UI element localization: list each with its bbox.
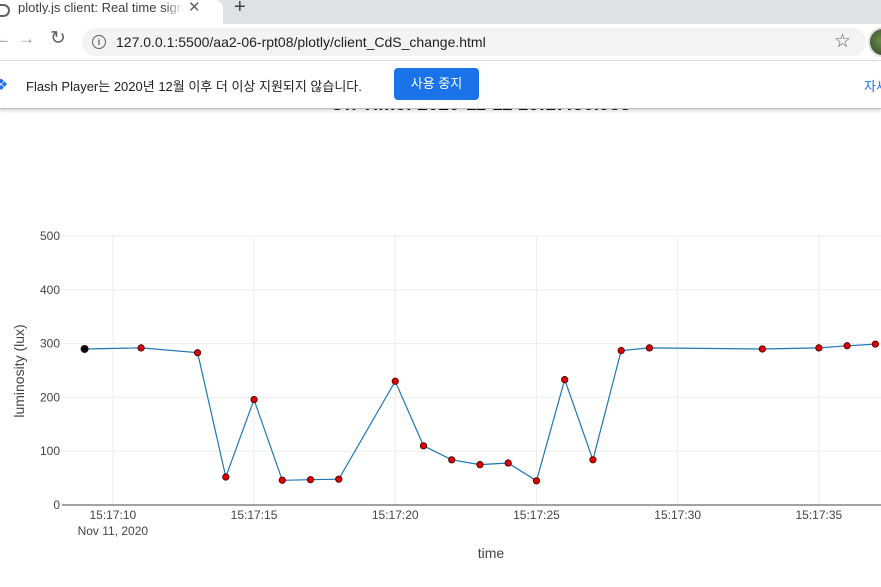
forward-arrow-icon[interactable]: → — [18, 29, 35, 48]
data-point — [80, 344, 89, 353]
x-tick-date-label: Nov 11, 2020 — [78, 524, 149, 538]
data-point — [419, 442, 428, 450]
y-tick-label: 500 — [40, 229, 60, 243]
address-bar[interactable]: i 127.0.0.1:5500/aa2-06-rpt08/plotly/cli… — [82, 28, 866, 56]
data-point — [589, 456, 597, 464]
info-icon[interactable]: i — [92, 35, 106, 49]
star-icon[interactable]: ☆ — [834, 31, 852, 52]
tab-title: plotly.js client: Real time signals — [18, 0, 183, 14]
y-tick-label: 400 — [40, 283, 60, 297]
series-line — [84, 343, 876, 482]
data-point — [448, 456, 456, 464]
data-point — [815, 344, 823, 352]
y-axis-title: luminosity (lux) — [11, 324, 27, 417]
data-point — [561, 376, 569, 384]
y-tick-label: 300 — [40, 337, 60, 351]
data-point — [645, 344, 654, 352]
y-tick-label: 0 — [53, 498, 60, 512]
x-axis-title: time — [478, 545, 505, 561]
flash-infobar: ❖ Flash Player는 2020년 12월 이후 더 이상 지원되지 않… — [0, 60, 881, 109]
data-point — [504, 459, 512, 467]
data-point — [193, 349, 202, 357]
x-tick-label: 15:17:35 — [796, 508, 843, 522]
y-tick-label: 200 — [40, 390, 60, 404]
puzzle-icon: ❖ — [0, 77, 9, 94]
data-point — [250, 395, 258, 404]
data-point — [335, 475, 343, 483]
tab-strip: plotly.js client: Real time signals ✕ + — [0, 0, 881, 24]
new-tab-button[interactable]: + — [234, 0, 246, 18]
x-tick-label: 15:17:25 — [513, 508, 560, 522]
data-point — [137, 344, 145, 352]
data-point — [391, 377, 399, 385]
browser-tab[interactable]: plotly.js client: Real time signals ✕ — [0, 0, 223, 24]
infobar-message: Flash Player는 2020년 12월 이후 더 이상 지원되지 않습니… — [26, 79, 362, 94]
disable-button[interactable]: 사용 중지 — [394, 68, 479, 100]
globe-icon — [0, 4, 10, 17]
data-point — [758, 345, 766, 353]
data-point — [306, 476, 315, 484]
reload-icon[interactable]: ↻ — [50, 28, 66, 49]
back-arrow-icon[interactable]: ← — [0, 29, 11, 48]
data-point — [278, 476, 286, 484]
data-point — [222, 473, 230, 481]
data-point — [476, 461, 484, 469]
data-point — [617, 346, 625, 355]
data-point — [532, 477, 541, 485]
browser-toolbar: ← → ↻ i 127.0.0.1:5500/aa2-06-rpt08/plot… — [0, 24, 881, 60]
learn-more-link[interactable]: 자세히 — [864, 79, 881, 94]
x-tick-label: 15:17:30 — [654, 508, 701, 522]
data-point — [843, 342, 851, 350]
y-tick-label: 100 — [40, 444, 60, 458]
x-tick-label: 15:17:15 — [231, 508, 278, 522]
data-point — [871, 340, 879, 348]
close-icon[interactable]: ✕ — [188, 0, 201, 16]
x-tick-label: 15:17:10 — [89, 508, 136, 522]
x-tick-label: 15:17:20 — [372, 508, 419, 522]
url-text[interactable]: 127.0.0.1:5500/aa2-06-rpt08/plotly/clien… — [116, 34, 486, 50]
